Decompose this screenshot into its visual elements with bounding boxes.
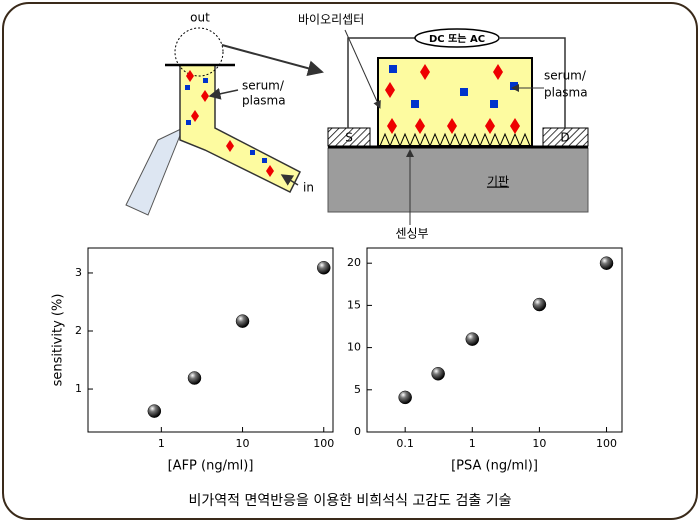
x-axis-label: [PSA (ng/ml)] — [451, 459, 538, 474]
tube-diagram — [125, 27, 324, 216]
y-axis-label: sensitivity (%) — [51, 294, 66, 387]
label-substrate: 기판 — [487, 175, 509, 189]
label-d: D — [560, 131, 569, 145]
label-serum-left: serum/ — [242, 79, 285, 93]
caption: 비가역적 면역반응을 이용한 비희석식 고감도 검출 기술 — [189, 493, 512, 509]
plot-frame — [87, 247, 334, 433]
point — [599, 256, 614, 270]
y-tick-label: 3 — [75, 266, 82, 279]
sensor-diagram — [327, 28, 589, 225]
x-tick-label: 100 — [596, 437, 617, 450]
x-tick-label: 0.1 — [396, 437, 414, 450]
y-tick-label: 5 — [354, 383, 361, 396]
point — [235, 314, 250, 328]
plot-frame — [366, 247, 623, 433]
x-tick-label: 10 — [236, 437, 250, 450]
label-s: S — [345, 131, 353, 145]
x-tick-label: 1 — [469, 437, 476, 450]
y-tick-label: 1 — [75, 382, 82, 395]
point — [316, 260, 331, 275]
label-serum-left: plasma — [242, 94, 286, 108]
y-tick-label: 0 — [354, 425, 361, 438]
label-serum-right: plasma — [544, 86, 588, 100]
x-tick-label: 1 — [158, 437, 165, 450]
label-source: DC 또는 AC — [429, 33, 485, 45]
x-tick-label: 100 — [313, 437, 334, 450]
y-tick-label: 10 — [347, 341, 361, 354]
label-out: out — [190, 11, 210, 25]
label-bioreceptor: 바이오리셉터 — [298, 13, 364, 27]
x-axis-label: [AFP (ng/ml)] — [168, 459, 254, 474]
x-tick-label: 10 — [532, 437, 546, 450]
label-sensing: 센싱부 — [395, 227, 428, 241]
point — [398, 390, 412, 405]
point — [147, 404, 162, 418]
point — [465, 332, 480, 346]
label-in: in — [303, 181, 314, 195]
label-serum-right: serum/ — [544, 69, 587, 83]
point — [187, 371, 202, 385]
point — [431, 367, 445, 381]
y-tick-label: 2 — [75, 324, 82, 337]
y-tick-label: 20 — [347, 256, 361, 269]
y-tick-label: 15 — [347, 298, 361, 311]
point — [532, 297, 547, 312]
